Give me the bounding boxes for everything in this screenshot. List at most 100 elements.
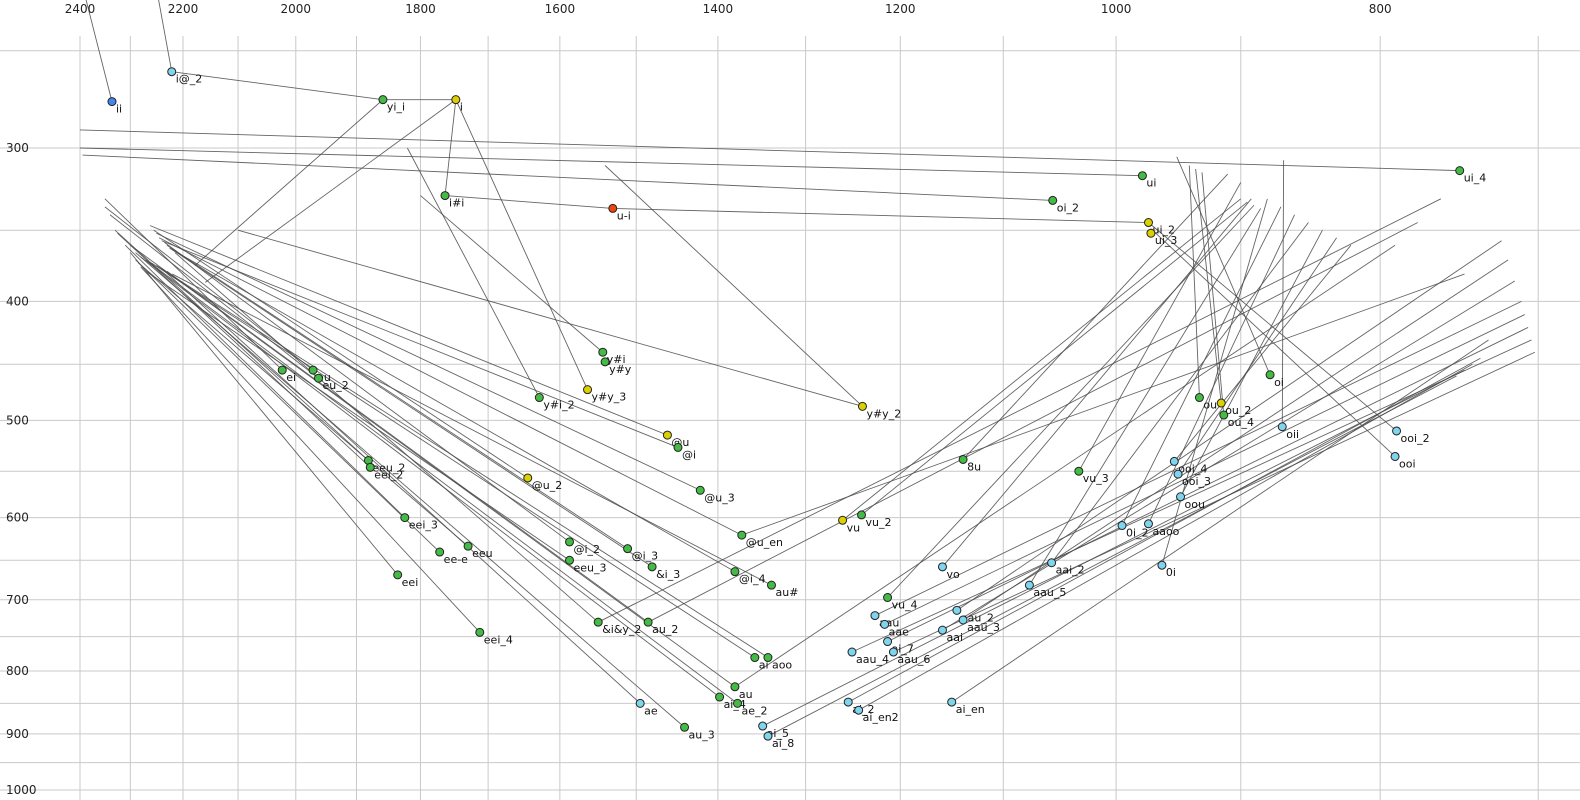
data-point-label: ui_4 [1464, 172, 1487, 185]
data-point[interactable] [365, 462, 375, 472]
data-point[interactable] [1169, 456, 1179, 466]
data-point[interactable] [732, 698, 742, 708]
data-point[interactable] [1024, 580, 1034, 590]
data-point[interactable] [400, 513, 410, 523]
trajectory-line [130, 252, 399, 576]
data-point[interactable] [475, 627, 485, 637]
data-point[interactable] [958, 454, 968, 464]
data-point[interactable] [1265, 370, 1275, 380]
data-point[interactable] [565, 555, 575, 565]
trajectory-line [1078, 182, 1242, 472]
data-point[interactable] [1216, 398, 1226, 408]
trajectory-line [842, 198, 1242, 521]
data-point[interactable] [1219, 410, 1229, 420]
data-point[interactable] [1048, 195, 1058, 205]
data-point[interactable] [883, 593, 893, 603]
data-point[interactable] [857, 401, 867, 411]
data-point[interactable] [565, 537, 575, 547]
data-point[interactable] [680, 722, 690, 732]
data-point[interactable] [463, 541, 473, 551]
data-point[interactable] [1277, 422, 1287, 432]
data-point-label: ai [759, 659, 769, 672]
data-point[interactable] [600, 357, 610, 367]
data-point-label: ai_8 [772, 737, 794, 750]
data-point[interactable] [167, 67, 177, 77]
data-point[interactable] [451, 95, 461, 105]
data-point[interactable] [523, 473, 533, 483]
data-point[interactable] [952, 605, 962, 615]
data-point[interactable] [958, 615, 968, 625]
data-point[interactable] [1074, 466, 1084, 476]
data-point[interactable] [378, 95, 388, 105]
data-point[interactable] [1194, 393, 1204, 403]
data-point[interactable] [583, 385, 593, 395]
data-point[interactable] [730, 567, 740, 577]
data-point[interactable] [750, 653, 760, 663]
data-point[interactable] [1143, 218, 1153, 228]
data-point[interactable] [854, 705, 864, 715]
data-point[interactable] [534, 393, 544, 403]
data-point[interactable] [277, 365, 287, 375]
data-point[interactable] [1137, 171, 1147, 181]
data-point-label: ou [1203, 399, 1217, 412]
x-axis-tick-label: 1000 [1101, 2, 1132, 16]
data-point[interactable] [715, 692, 725, 702]
data-point[interactable] [1173, 469, 1183, 479]
data-point[interactable] [847, 647, 857, 657]
trajectory-line [444, 99, 457, 196]
data-point[interactable] [1392, 426, 1402, 436]
data-point[interactable] [1146, 228, 1156, 238]
data-point[interactable] [1176, 492, 1186, 502]
data-point[interactable] [1157, 560, 1167, 570]
data-point[interactable] [888, 647, 898, 657]
data-point-label: ui_2 [1152, 224, 1175, 237]
trajectory-line [612, 207, 1149, 223]
data-point[interactable] [1047, 558, 1057, 568]
data-point[interactable] [662, 430, 672, 440]
trajectory-line [161, 268, 641, 704]
trajectory-line [406, 147, 540, 398]
data-point-label: eeu_3 [574, 561, 607, 574]
data-point[interactable] [608, 203, 618, 213]
data-point[interactable] [758, 721, 768, 731]
data-point[interactable] [857, 510, 867, 520]
data-point[interactable] [695, 485, 705, 495]
data-point[interactable] [673, 442, 683, 452]
data-point[interactable] [393, 570, 403, 580]
data-point[interactable] [1117, 521, 1127, 531]
data-point[interactable] [1143, 519, 1153, 529]
data-point[interactable] [763, 731, 773, 741]
data-point-label: ee-e [444, 553, 469, 566]
trajectory-line [140, 256, 720, 698]
data-point[interactable] [308, 365, 318, 375]
data-point[interactable] [763, 653, 773, 663]
data-point[interactable] [635, 698, 645, 708]
data-point[interactable] [937, 562, 947, 572]
data-point[interactable] [883, 637, 893, 647]
data-point-label: @i_2 [574, 543, 601, 556]
data-point-label: y#i_2 [543, 399, 574, 412]
data-point[interactable] [880, 619, 890, 629]
data-point[interactable] [593, 617, 603, 627]
data-point[interactable] [843, 697, 853, 707]
data-point[interactable] [643, 617, 653, 627]
trajectory-line [135, 252, 685, 728]
data-point[interactable] [647, 562, 657, 572]
data-point[interactable] [947, 697, 957, 707]
data-point[interactable] [1455, 166, 1465, 176]
data-point-label: aau_5 [1033, 586, 1066, 599]
data-point[interactable] [870, 611, 880, 621]
data-point[interactable] [623, 544, 633, 554]
data-point[interactable] [766, 580, 776, 590]
data-point[interactable] [937, 625, 947, 635]
data-point[interactable] [598, 347, 608, 357]
data-point[interactable] [737, 530, 747, 540]
data-point[interactable] [838, 515, 848, 525]
data-point[interactable] [1390, 451, 1400, 461]
data-point[interactable] [313, 373, 323, 383]
data-point[interactable] [440, 191, 450, 201]
data-point[interactable] [107, 97, 117, 107]
trajectory-line [1051, 222, 1309, 564]
data-point[interactable] [435, 547, 445, 557]
data-point[interactable] [730, 682, 740, 692]
